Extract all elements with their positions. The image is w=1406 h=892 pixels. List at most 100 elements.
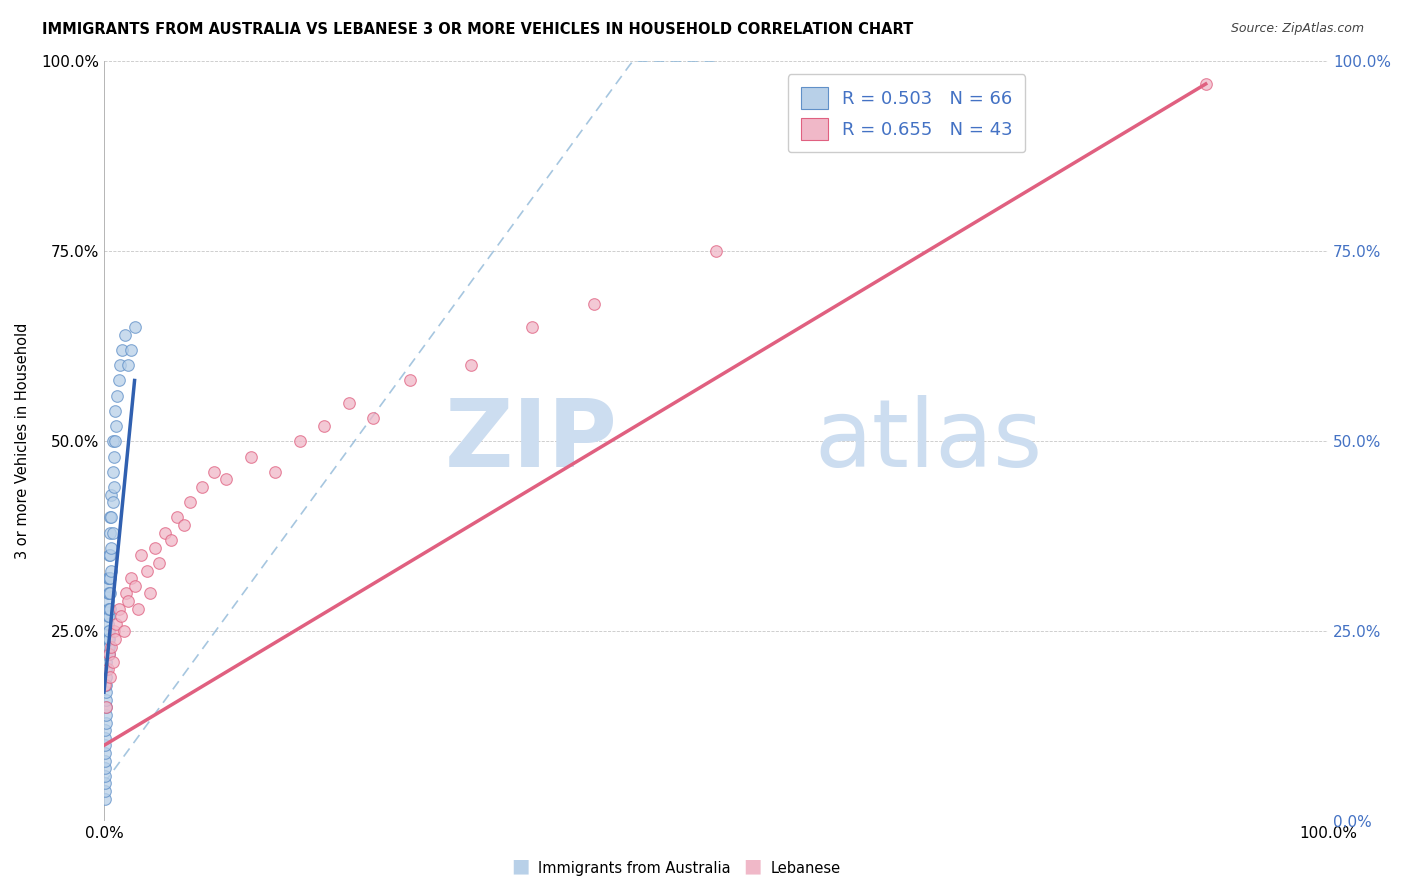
Point xyxy=(127,601,149,615)
Point xyxy=(288,434,311,449)
Point xyxy=(97,609,120,624)
Point xyxy=(120,343,142,357)
Point xyxy=(96,708,118,723)
Point xyxy=(148,556,170,570)
Point xyxy=(97,549,120,563)
Point xyxy=(522,320,544,334)
Point xyxy=(97,609,120,624)
Point xyxy=(98,601,121,615)
Point xyxy=(129,549,152,563)
Point xyxy=(96,647,118,661)
Point xyxy=(101,465,124,479)
Point xyxy=(145,541,167,555)
Point xyxy=(179,495,201,509)
Point xyxy=(97,632,120,646)
Text: Lebanese: Lebanese xyxy=(770,861,841,876)
Point xyxy=(215,472,238,486)
Point xyxy=(98,571,121,585)
Point xyxy=(96,715,118,730)
Point xyxy=(98,670,121,684)
Point xyxy=(202,465,225,479)
Point xyxy=(103,450,125,464)
Point xyxy=(97,586,120,600)
Point xyxy=(94,769,117,783)
Y-axis label: 3 or more Vehicles in Household: 3 or more Vehicles in Household xyxy=(15,323,30,559)
Point xyxy=(97,640,120,654)
Point xyxy=(101,495,124,509)
Point xyxy=(153,525,176,540)
Point xyxy=(103,624,125,639)
Point xyxy=(100,564,122,578)
Point xyxy=(114,327,136,342)
Point xyxy=(97,662,120,676)
Point xyxy=(97,624,120,639)
Legend: R = 0.503   N = 66, R = 0.655   N = 43: R = 0.503 N = 66, R = 0.655 N = 43 xyxy=(787,74,1025,153)
Point xyxy=(460,358,482,372)
Point xyxy=(97,616,120,631)
Point xyxy=(124,320,146,334)
Point xyxy=(101,655,124,669)
Point xyxy=(264,465,287,479)
Point xyxy=(108,358,131,372)
Point xyxy=(100,640,122,654)
Point xyxy=(98,549,121,563)
Point xyxy=(97,640,120,654)
Point xyxy=(94,677,117,691)
Point xyxy=(101,434,124,449)
Point xyxy=(94,723,117,738)
Point xyxy=(97,579,120,593)
Point xyxy=(97,594,120,608)
Point xyxy=(96,700,118,714)
Point xyxy=(124,579,146,593)
Point xyxy=(97,601,120,615)
Point xyxy=(107,374,129,388)
Point xyxy=(96,670,118,684)
Point xyxy=(94,791,117,805)
Point xyxy=(314,419,336,434)
Point xyxy=(94,776,117,790)
Point xyxy=(160,533,183,548)
Point xyxy=(120,571,142,585)
Point xyxy=(96,693,118,707)
Point xyxy=(98,586,121,600)
Text: atlas: atlas xyxy=(814,395,1042,487)
Point xyxy=(97,624,120,639)
Point xyxy=(98,510,121,524)
Point xyxy=(101,525,124,540)
Point xyxy=(111,343,134,357)
Point xyxy=(107,601,129,615)
Point xyxy=(96,685,118,699)
Point xyxy=(107,389,129,403)
Point xyxy=(97,571,120,585)
Point xyxy=(239,450,262,464)
Point xyxy=(94,784,117,798)
Text: IMMIGRANTS FROM AUSTRALIA VS LEBANESE 3 OR MORE VEHICLES IN HOUSEHOLD CORRELATIO: IMMIGRANTS FROM AUSTRALIA VS LEBANESE 3 … xyxy=(42,22,914,37)
Text: Immigrants from Australia: Immigrants from Australia xyxy=(538,861,731,876)
Point xyxy=(1195,77,1218,91)
Point xyxy=(104,434,127,449)
Point xyxy=(97,647,120,661)
Point xyxy=(97,647,120,661)
Point xyxy=(96,655,118,669)
Point xyxy=(139,586,162,600)
Point xyxy=(94,761,117,775)
Point xyxy=(94,754,117,768)
Text: ZIP: ZIP xyxy=(446,395,619,487)
Point xyxy=(97,586,120,600)
Point xyxy=(117,594,139,608)
Text: ■: ■ xyxy=(742,857,762,876)
Point xyxy=(704,244,727,259)
Point xyxy=(103,480,125,494)
Point xyxy=(97,601,120,615)
Point xyxy=(582,297,605,311)
Point xyxy=(105,419,128,434)
Point xyxy=(337,396,360,410)
Point xyxy=(97,571,120,585)
Point xyxy=(100,541,122,555)
Point xyxy=(96,677,118,691)
Point xyxy=(100,487,122,501)
Point xyxy=(94,746,117,760)
Point xyxy=(399,374,422,388)
Point xyxy=(112,624,135,639)
Point xyxy=(100,510,122,524)
